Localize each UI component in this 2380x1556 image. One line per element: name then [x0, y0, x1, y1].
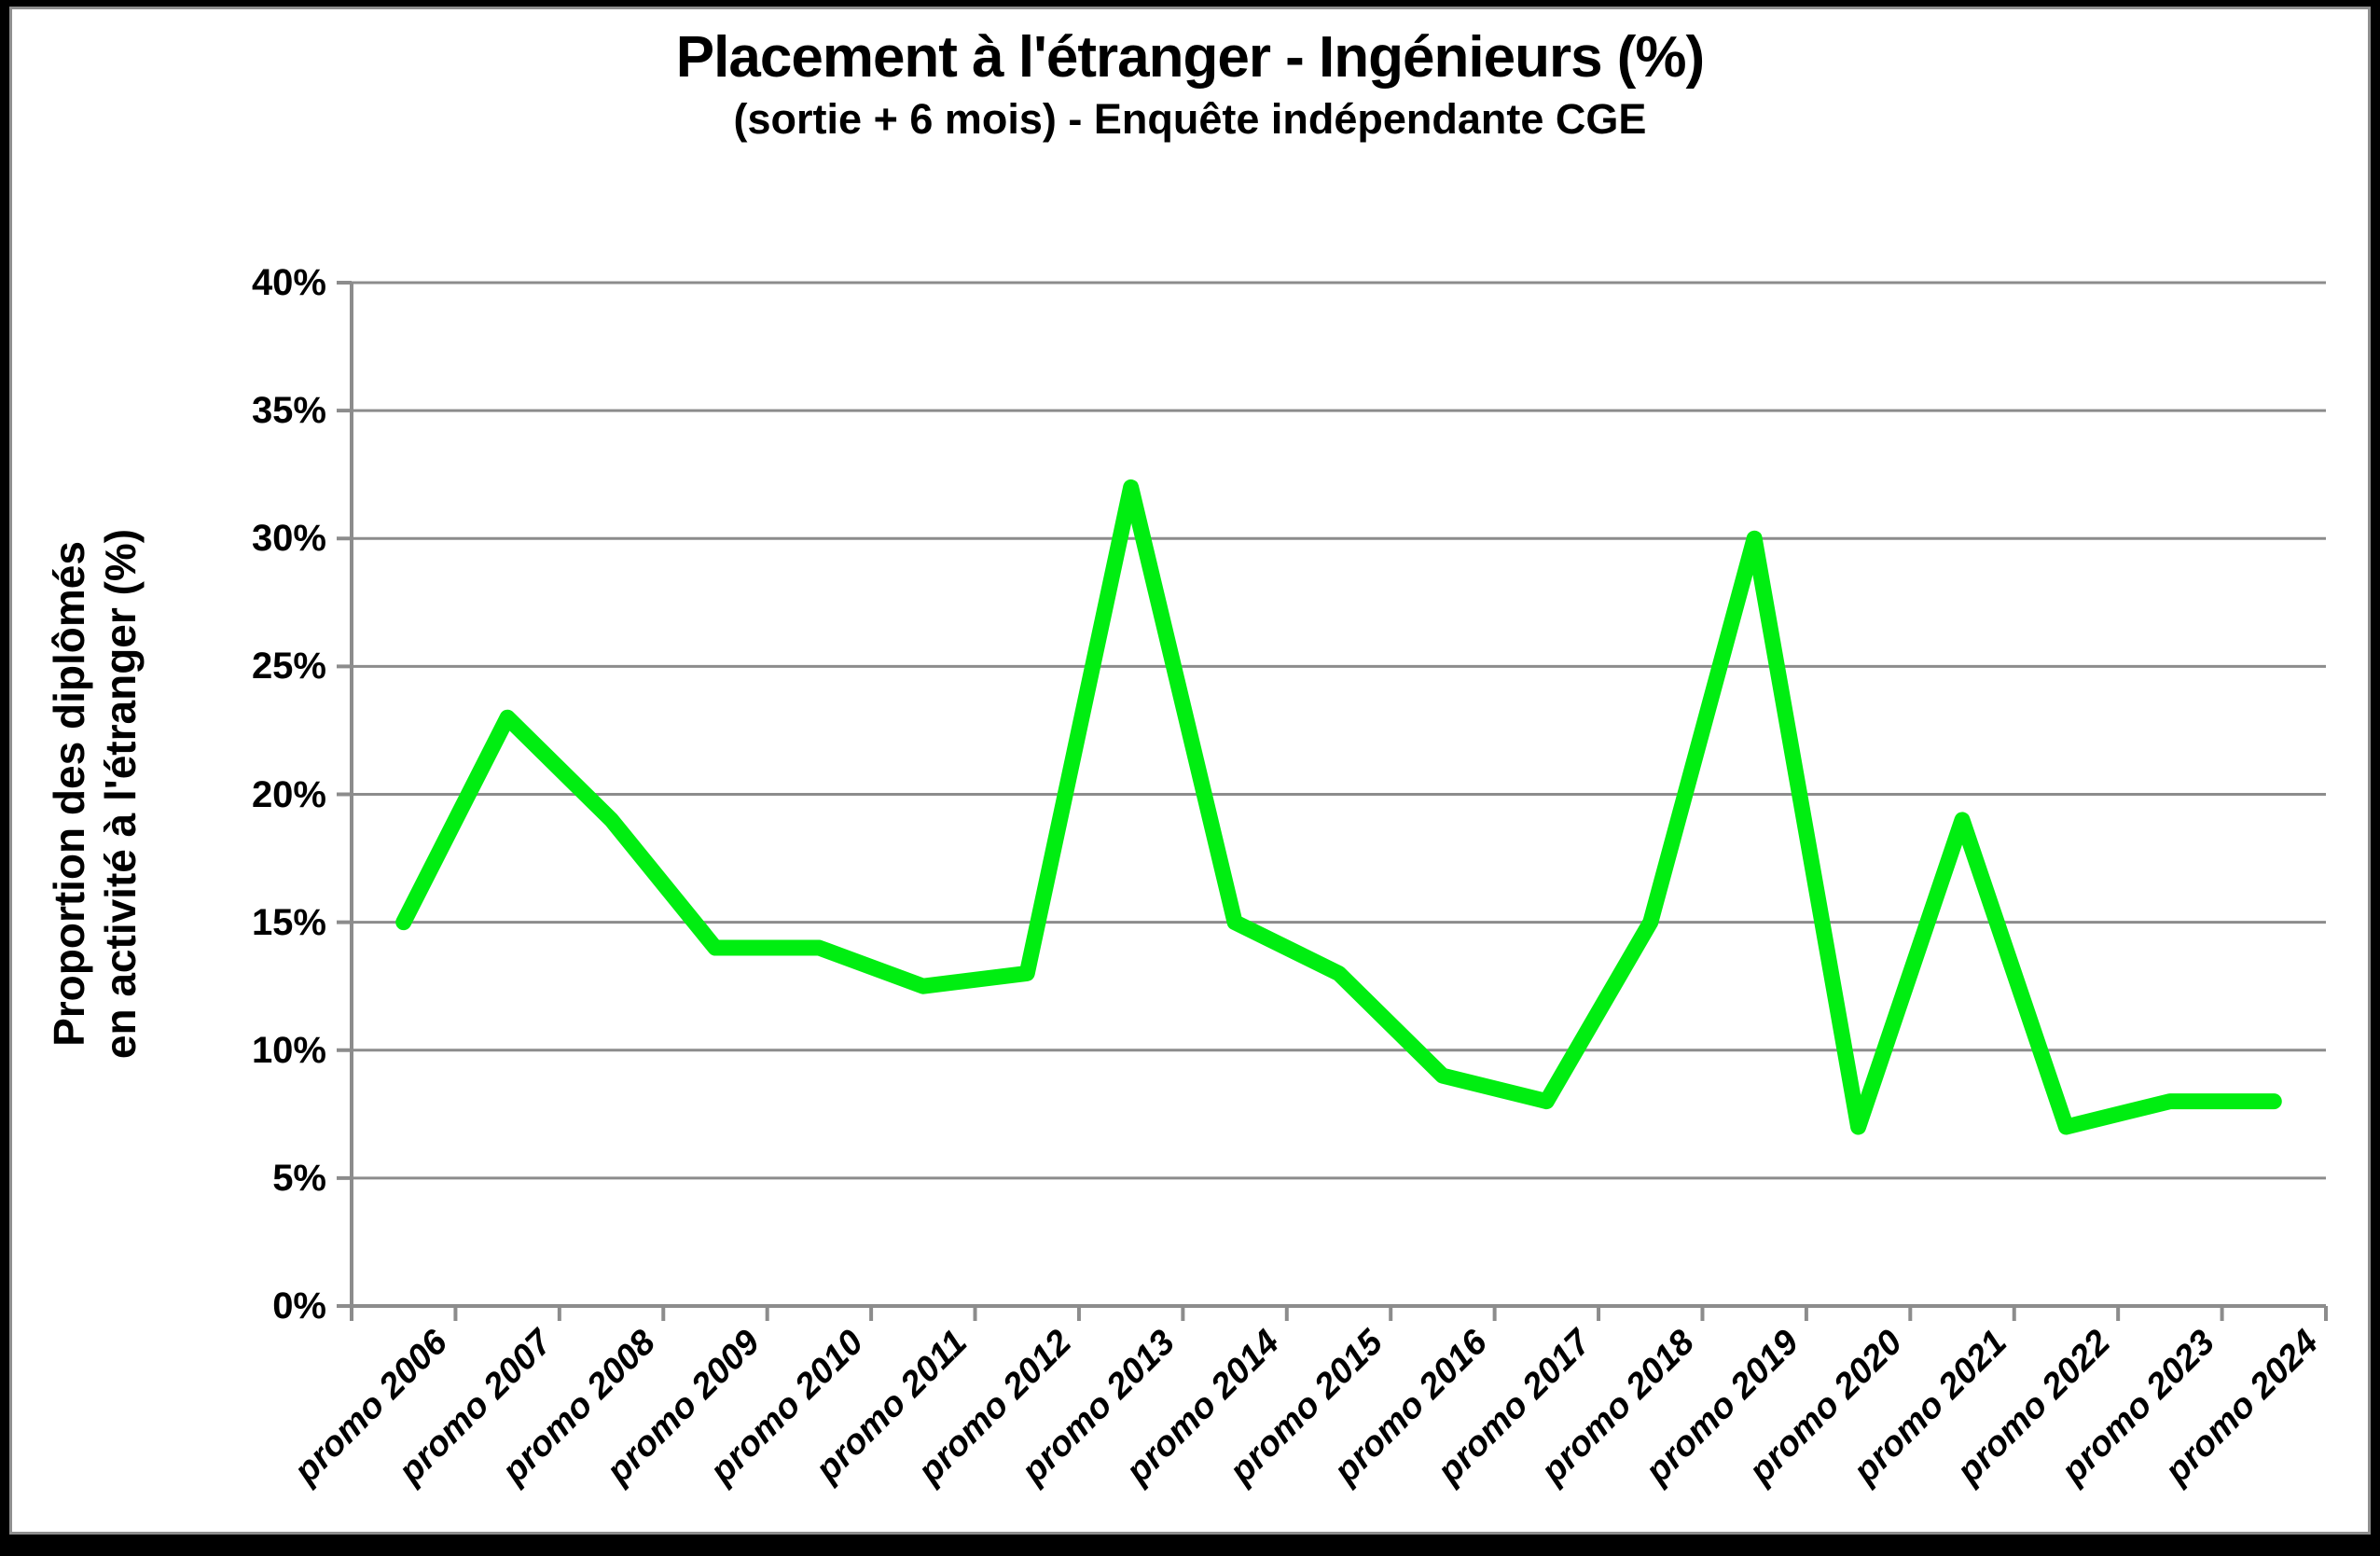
y-tick-label: 30%	[251, 518, 326, 560]
y-tick-label: 5%	[272, 1157, 326, 1199]
chart-title: Placement à l'étranger - Ingénieurs (%)	[675, 25, 1705, 90]
y-tick-label: 40%	[251, 262, 326, 303]
y-tick-label: 35%	[251, 390, 326, 432]
y-tick-label: 20%	[251, 773, 326, 815]
chart-subtitle: (sortie + 6 mois) - Enquête indépendante…	[733, 95, 1647, 143]
y-tick-label: 0%	[272, 1285, 326, 1327]
data-line	[395, 479, 2282, 1135]
y-tick-label: 25%	[251, 646, 326, 688]
y-tick-label: 10%	[251, 1029, 326, 1071]
y-tick-label: 15%	[251, 901, 326, 943]
chart-canvas	[9, 7, 2371, 1535]
